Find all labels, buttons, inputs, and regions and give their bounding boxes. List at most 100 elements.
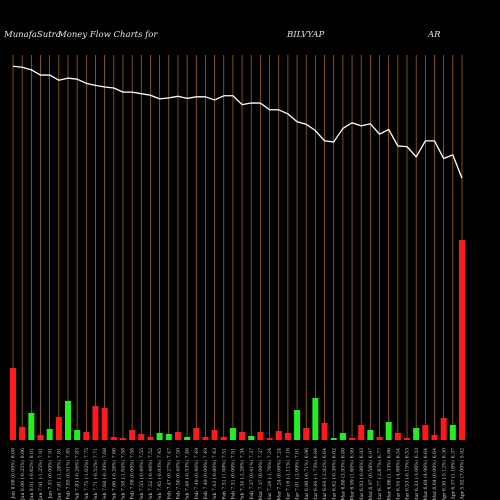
x-tick-label: Thu 22 Feb 7.49 (0.00%) 7.49: [202, 448, 209, 500]
x-tick-label: Mon 19 Feb 7.50 (0.40%) 7.50: [175, 448, 182, 500]
volume-bar: [266, 438, 273, 440]
volume-bar: [275, 431, 282, 440]
x-tick-label: Fri 02 Feb 7.83 (-0.26%) 7.83: [74, 448, 81, 500]
volume-bar: [55, 417, 62, 440]
volume-bar: [193, 428, 200, 440]
volume-bar: [422, 425, 429, 440]
volume-bar: [211, 430, 218, 440]
chart-symbol: BILVYAP: [286, 30, 324, 40]
x-tick-label: Tue 20 Feb 7.46 (-0.53%) 7.46: [184, 448, 191, 500]
volume-bar: [220, 437, 227, 440]
volume-bar: [330, 438, 337, 440]
x-tick-label: Thu 25 Jan 8.01 (-0.62%) 8.01: [28, 448, 35, 500]
x-tick-label: Mon 29 Jan 7.91 (-1.25%) 7.91: [37, 448, 44, 500]
x-tick-label: Fri 29 Mar 6.64 (0.00%) 6.64: [431, 448, 438, 500]
volume-bar: [303, 428, 310, 440]
volume-bar: [10, 368, 16, 440]
volume-bar: [459, 240, 465, 440]
volume-bar: [294, 410, 301, 440]
x-tick-label: Fri 22 Mar 6.54 (-4.66%) 6.54: [394, 448, 401, 500]
x-tick-label: Tue 02 Apr 6.37 (1.16%) 6.37: [449, 448, 456, 500]
volume-bar: [129, 430, 136, 440]
x-tick-label: Thu 21 Mar 6.86 (1.33%) 6.86: [385, 448, 392, 500]
x-tick-label: Thu 15 Feb 7.45 (-0.93%) 7.45: [156, 448, 163, 500]
x-tick-label: Fri 23 Feb 7.43 (-0.80%) 7.43: [211, 448, 218, 500]
volume-bar: [28, 413, 35, 440]
volume-bar: [119, 438, 126, 440]
volume-bar: [394, 433, 401, 440]
x-tick-label: Wed 21 Feb 7.49 (0.40%) 7.49: [193, 448, 200, 500]
volume-bar: [257, 432, 264, 440]
x-tick-label: Wed 31 Jan 7.81 (-1.26%) 7.81: [55, 448, 62, 500]
volume-bar: [19, 427, 26, 440]
grid-lines: [12, 55, 463, 440]
volume-bar: [431, 435, 438, 440]
volume-bar: [413, 428, 420, 440]
x-tick-label: Wed 20 Mar 6.77 (-2.87%) 6.77: [376, 448, 383, 500]
x-tick-label: Mon 18 Mar 6.93 (-0.86%) 6.93: [358, 448, 365, 500]
x-tick-label: Wed 28 Feb 7.34 (-2.26%) 7.34: [239, 448, 246, 500]
x-tick-label: Tue 26 Mar 6.53 (-0.15%) 6.53: [404, 448, 411, 500]
x-tick-label: Thu 29 Feb 7.37 (0.41%) 7.37: [248, 448, 255, 500]
volume-bar: [64, 401, 71, 440]
volume-bar: [376, 437, 383, 440]
volume-bar: [321, 423, 328, 440]
x-tick-label: Tue 06 Feb 7.71 (-0.52%) 7.71: [92, 448, 99, 500]
x-tick-label: Wed 06 Mar 7.01 (-2.09%) 7.01: [294, 448, 301, 500]
x-tick-label: Mon 01 Apr 6.30 (-5.12%) 6.30: [440, 448, 447, 500]
x-tick-label: Thu 07 Mar 6.96 (-0.71%) 6.96: [303, 448, 310, 500]
x-tick-label: Wed 07 Feb 7.68 (-0.39%) 7.68: [101, 448, 108, 500]
x-tick-label: Fri 16 Feb 7.47 (0.27%) 7.47: [165, 448, 172, 500]
volume-bar: [37, 435, 44, 440]
x-tick-label: Mon 05 Feb 7.75 (-1.02%) 7.75: [83, 448, 90, 500]
volume-bar: [184, 437, 191, 440]
x-tick-label: Mon 12 Feb 7.58 (0.00%) 7.58: [129, 448, 136, 500]
x-tick-label: Fri 15 Mar 6.99 (1.60%) 6.99: [349, 448, 356, 500]
volume-bar: [46, 429, 53, 440]
volume-bar: [248, 436, 255, 440]
volume-bar: [440, 418, 447, 440]
volume-bar: [110, 437, 117, 440]
x-tick-label: Wed 24 Jan 8.06 (-0.25%) 8.06: [19, 448, 26, 500]
x-tick-label: Tue 05 Mar 7.16 (-1.11%) 7.16: [285, 448, 292, 500]
volume-bar: [138, 434, 145, 440]
volume-bar: [202, 437, 209, 440]
x-tick-label: Tue 27 Feb 7.51 (0.00%) 7.51: [230, 448, 237, 500]
x-tick-label: Tue 19 Mar 6.97 (0.58%) 6.97: [367, 448, 374, 500]
x-tick-label: Tue 13 Feb 7.55 (-0.40%) 7.55: [138, 448, 145, 500]
x-tick-label: Tue 23 Jan 8.08 (0.00%) 8.08: [10, 448, 17, 500]
volume-bar: [92, 406, 99, 440]
volume-bar: [367, 430, 374, 440]
volume-bar: [239, 432, 246, 440]
x-tick-label: Tue 12 Mar 6.64 (-2.92%) 6.64: [321, 448, 328, 500]
volume-bar: [284, 433, 291, 440]
x-tick-label: Thu 08 Feb 7.66 (-0.26%) 7.66: [110, 448, 117, 500]
x-tick-label: Mon 11 Mar 6.84 (-1.73%) 6.84: [312, 448, 319, 500]
x-tick-label: Thu 01 Feb 7.85 (0.51%) 7.85: [65, 448, 72, 500]
volume-bar: [349, 438, 356, 440]
volume-bar: [312, 398, 319, 440]
price-line: [12, 65, 463, 179]
volume-bar: [229, 428, 236, 440]
x-tick-label: Thu 28 Mar 6.64 (4.90%) 6.64: [422, 448, 429, 500]
x-tick-label: Wed 14 Feb 7.52 (-0.40%) 7.52: [147, 448, 154, 500]
x-tick-label: Fri 01 Mar 7.37 (0.00%) 7.37: [257, 448, 264, 500]
x-tick-label: Wed 03 Apr 5.92 (7.00%) 5.92: [459, 448, 466, 500]
site-name: MunafaSutra: [3, 30, 61, 40]
chart-title: Money Flow Charts for: [57, 30, 158, 40]
volume-bar: [101, 408, 108, 440]
x-tick-label: Fri 09 Feb 7.58 (-1.04%) 7.58: [120, 448, 127, 500]
volume-bar: [83, 432, 90, 440]
volume-bar: [339, 433, 346, 440]
volume-bar: [74, 430, 81, 440]
volume-bar: [358, 425, 365, 440]
volume-bar: [449, 425, 456, 440]
x-tick-label: Tue 30 Jan 7.91 (0.00%) 7.91: [46, 448, 53, 500]
volume-bar: [147, 437, 154, 440]
volume-bar: [156, 433, 163, 440]
volume-bar: [165, 434, 172, 440]
x-tick-label: Wed 13 Mar 6.62 (-0.30%) 6.62: [330, 448, 337, 500]
